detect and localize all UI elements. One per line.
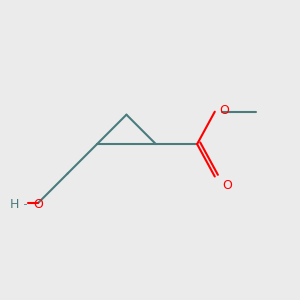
Text: -: -: [20, 200, 32, 209]
Text: O: O: [34, 198, 44, 211]
Text: H: H: [10, 198, 19, 211]
Text: O: O: [222, 179, 232, 192]
Text: O: O: [219, 104, 229, 117]
